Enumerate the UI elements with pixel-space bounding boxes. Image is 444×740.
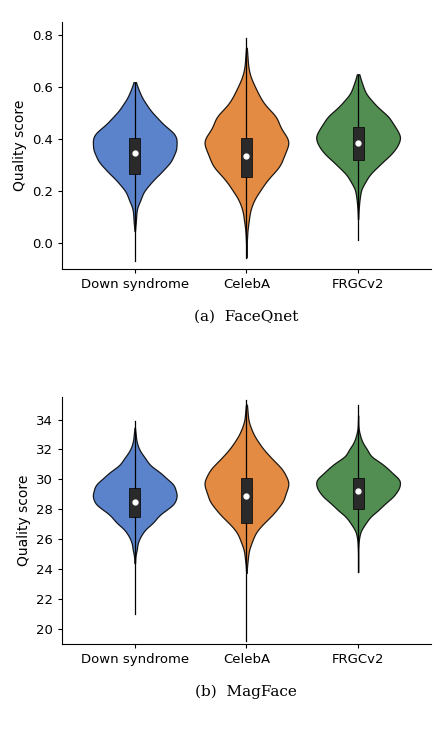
Bar (241, 478, 252, 522)
Y-axis label: Quality score: Quality score (16, 475, 31, 566)
Bar (241, 138, 252, 177)
Bar (353, 127, 364, 160)
Y-axis label: Quality score: Quality score (12, 100, 27, 191)
Bar (353, 478, 364, 509)
Text: (a)  FaceQnet: (a) FaceQnet (194, 309, 299, 323)
Bar (129, 488, 140, 517)
Bar (129, 138, 140, 174)
Text: (b)  MagFace: (b) MagFace (195, 684, 297, 699)
